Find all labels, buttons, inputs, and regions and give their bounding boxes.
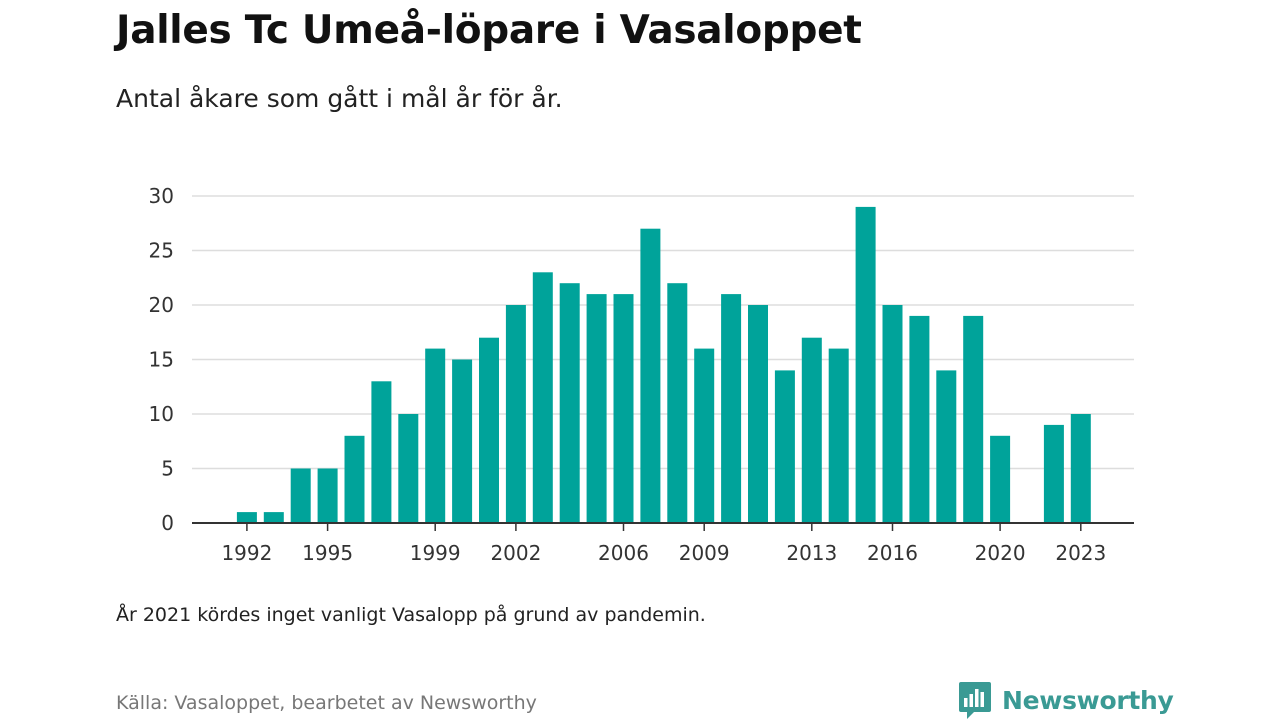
x-tick-label-2016: 2016 — [867, 541, 918, 565]
bar-2010 — [721, 294, 742, 523]
bar-2015 — [855, 206, 876, 523]
bar-1998 — [398, 414, 419, 523]
bar-1993 — [263, 512, 284, 523]
newsworthy-brand: Newsworthy — [958, 680, 1174, 720]
bar-2014 — [828, 348, 849, 523]
x-tick-label-2013: 2013 — [786, 541, 837, 565]
y-tick-label-15: 15 — [149, 348, 174, 372]
y-tick-label-20: 20 — [149, 293, 174, 317]
x-tick-label-1999: 1999 — [410, 541, 461, 565]
y-tick-label-5: 5 — [161, 457, 174, 481]
x-tick-label-2006: 2006 — [598, 541, 649, 565]
bar-1996 — [344, 435, 365, 523]
bar-2011 — [748, 305, 768, 523]
y-tick-label-0: 0 — [161, 511, 174, 535]
bar-2007 — [640, 228, 661, 523]
bar-2016 — [882, 305, 903, 523]
newsworthy-logo-icon — [959, 682, 991, 719]
bar-2001 — [479, 337, 499, 523]
bars — [236, 206, 1091, 523]
bar-2009 — [694, 348, 715, 523]
y-tick-label-30: 30 — [149, 184, 174, 208]
bar-2000 — [452, 359, 473, 523]
x-tick-label-1995: 1995 — [302, 541, 353, 565]
axes: 0 5 10 15 20 25 30 1992 1995 1999 2002 2006 2009 2013… — [149, 184, 1134, 565]
bar-1997 — [371, 381, 392, 523]
bar-2005 — [586, 294, 607, 523]
bar-2002 — [505, 305, 526, 523]
bar-2022 — [1043, 424, 1064, 523]
x-tick-label-1992: 1992 — [221, 541, 272, 565]
bar-1992 — [236, 512, 257, 523]
bar-2013 — [801, 337, 822, 523]
bar-2017 — [909, 315, 930, 523]
y-tick-label-25: 25 — [149, 239, 174, 263]
bar-2004 — [559, 283, 580, 523]
chart-note: År 2021 kördes inget vanligt Vasalopp på… — [116, 604, 706, 626]
bar-1995 — [317, 468, 338, 523]
x-tick-label-2009: 2009 — [679, 541, 730, 565]
x-tick-label-2023: 2023 — [1055, 541, 1106, 565]
x-tick-label-2020: 2020 — [975, 541, 1026, 565]
bar-2019 — [963, 315, 984, 523]
source-credit: Källa: Vasaloppet, bearbetet av Newswort… — [116, 692, 537, 714]
bar-2003 — [532, 272, 553, 523]
gridlines — [192, 195, 1134, 470]
bar-2006 — [613, 294, 634, 523]
bar-2008 — [667, 283, 688, 523]
bar-1999 — [425, 348, 446, 523]
brand-name: Newsworthy — [1002, 685, 1174, 715]
bar-2020 — [990, 435, 1011, 523]
chart-title: Jalles Tc Umeå-löpare i Vasaloppet — [116, 8, 862, 53]
bar-2012 — [774, 370, 795, 523]
bar-2018 — [936, 370, 957, 523]
bar-chart: 0 5 10 15 20 25 30 1992 1995 1999 2002 2006 2009 2013… — [149, 184, 1134, 565]
bar-1994 — [290, 468, 311, 523]
chart-subtitle: Antal åkare som gått i mål år för år. — [116, 84, 563, 113]
bar-2023 — [1070, 414, 1091, 523]
y-tick-label-10: 10 — [149, 402, 174, 426]
x-tick-label-2002: 2002 — [490, 541, 541, 565]
